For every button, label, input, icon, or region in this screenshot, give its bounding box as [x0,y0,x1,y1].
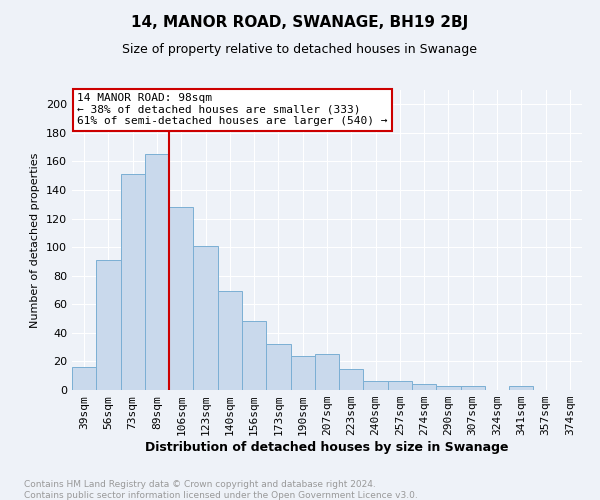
Text: 14 MANOR ROAD: 98sqm
← 38% of detached houses are smaller (333)
61% of semi-deta: 14 MANOR ROAD: 98sqm ← 38% of detached h… [77,93,388,126]
Bar [72,367,96,390]
Bar [169,207,193,390]
X-axis label: Distribution of detached houses by size in Swanage: Distribution of detached houses by size … [145,441,509,454]
Bar [242,322,266,390]
Bar [121,174,145,390]
Text: 14, MANOR ROAD, SWANAGE, BH19 2BJ: 14, MANOR ROAD, SWANAGE, BH19 2BJ [131,15,469,30]
Text: Size of property relative to detached houses in Swanage: Size of property relative to detached ho… [122,42,478,56]
Bar [509,386,533,390]
Bar [412,384,436,390]
Text: Contains HM Land Registry data © Crown copyright and database right 2024.
Contai: Contains HM Land Registry data © Crown c… [24,480,418,500]
Bar [436,386,461,390]
Bar [193,246,218,390]
Bar [290,356,315,390]
Bar [145,154,169,390]
Bar [96,260,121,390]
Bar [339,368,364,390]
Bar [315,354,339,390]
Bar [388,382,412,390]
Bar [461,386,485,390]
Bar [266,344,290,390]
Bar [218,292,242,390]
Y-axis label: Number of detached properties: Number of detached properties [31,152,40,328]
Bar [364,382,388,390]
